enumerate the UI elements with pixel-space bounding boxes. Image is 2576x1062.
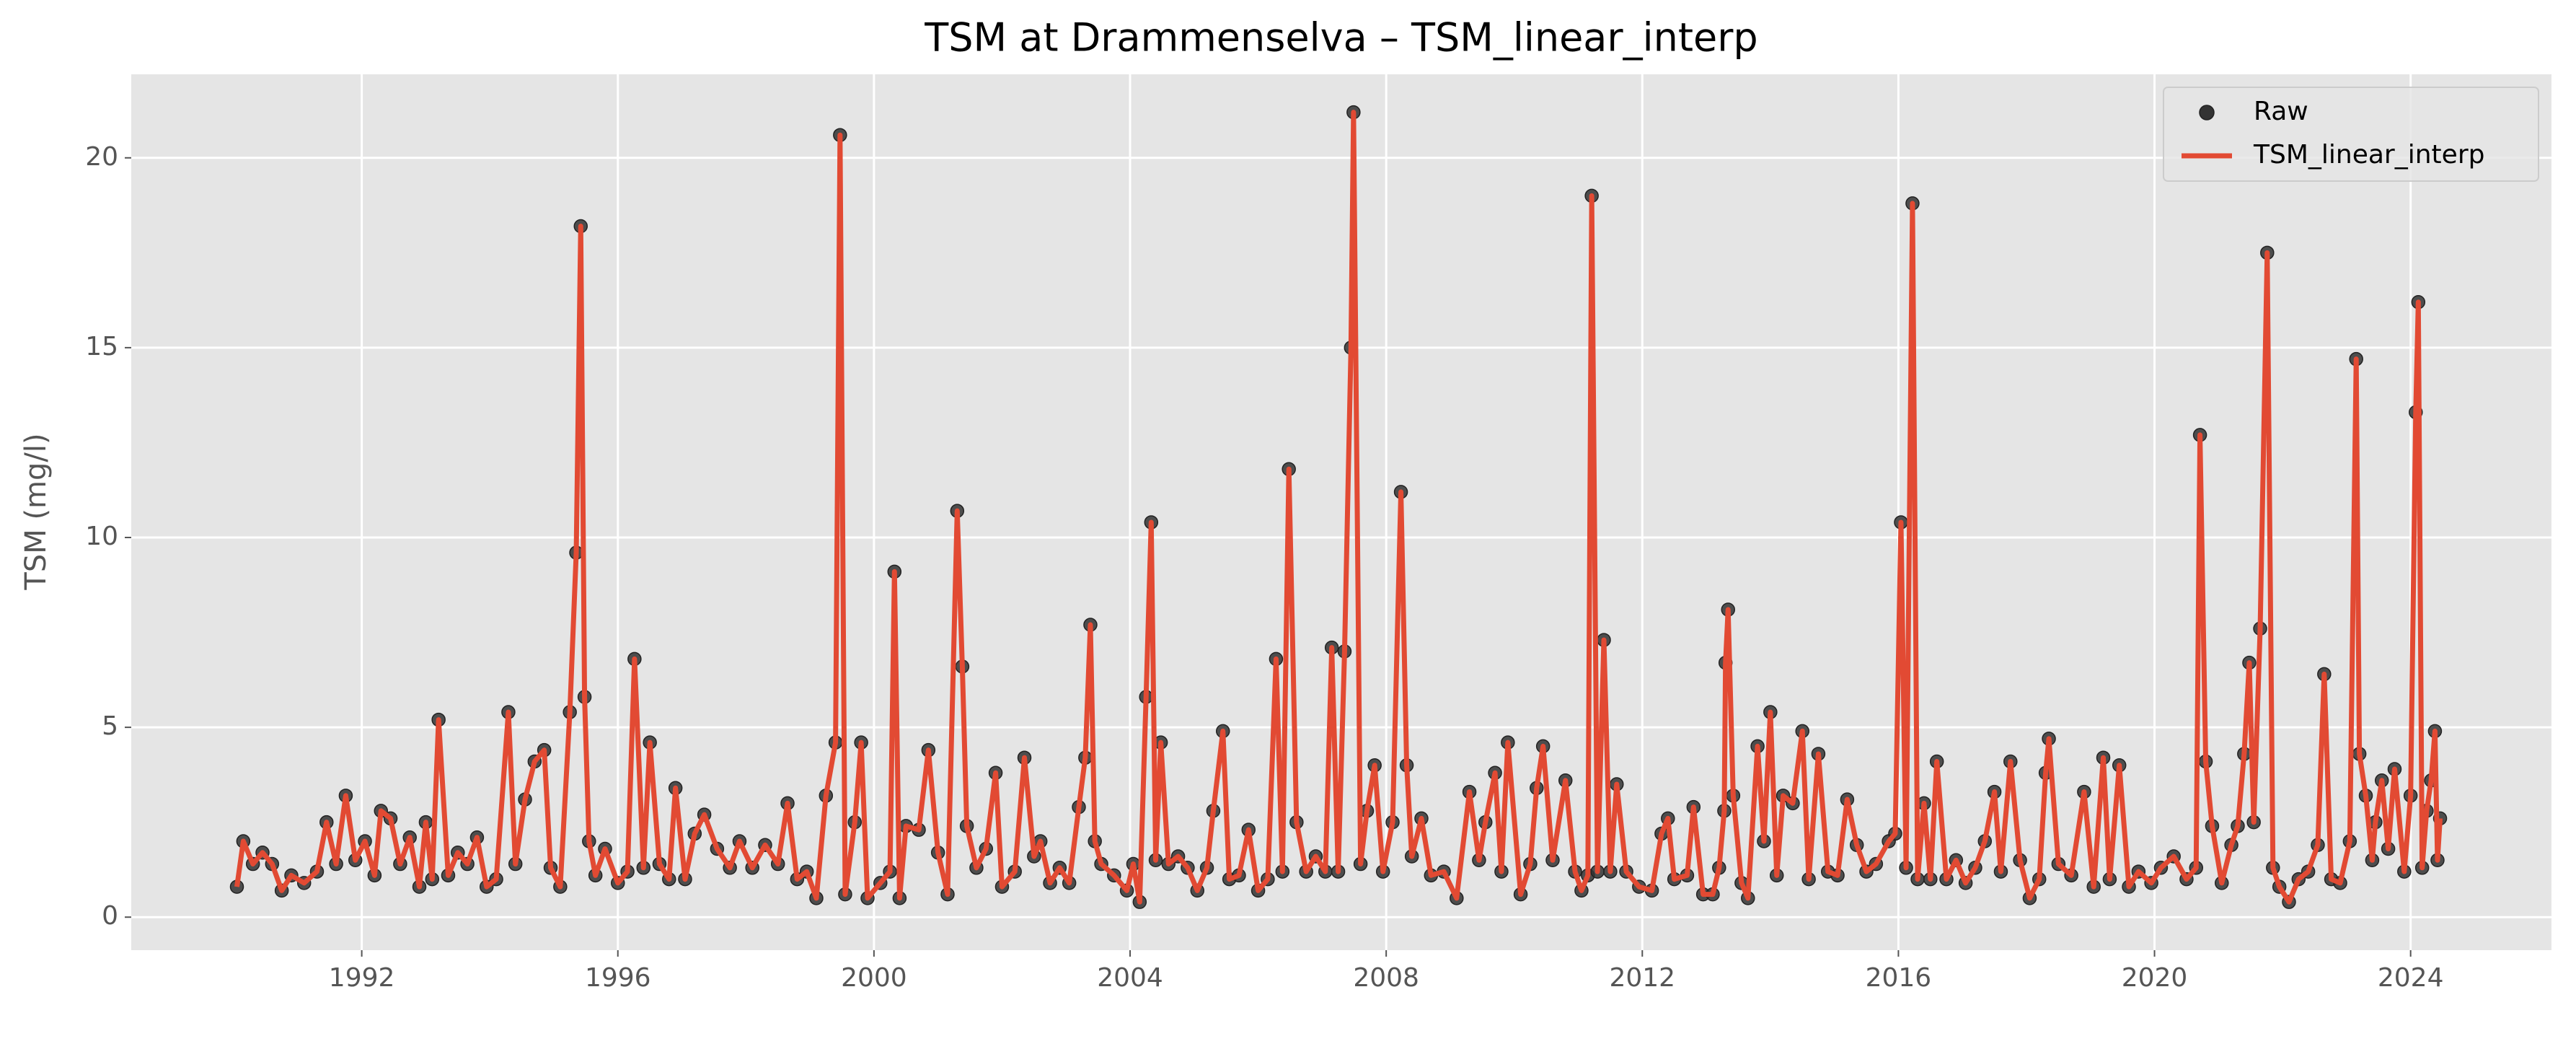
x-tick-label: 2012: [1609, 963, 1675, 993]
legend-marker: [2199, 105, 2215, 120]
x-tick-label: 2024: [2378, 963, 2444, 993]
y-tick-label: 10: [85, 522, 118, 551]
y-axis-label: TSM (mg/l): [19, 433, 53, 590]
x-tick-label: 1992: [329, 963, 395, 993]
x-tick-label: 1996: [585, 963, 651, 993]
y-tick-label: 0: [102, 901, 118, 931]
x-tick-label: 2004: [1097, 963, 1163, 993]
legend: Raw TSM_linear_interp: [2163, 87, 2539, 182]
chart-title: TSM at Drammenselva – TSM_linear_interp: [924, 15, 1757, 61]
series-line: [234, 110, 2443, 905]
x-tick-label: 2008: [1353, 963, 1419, 993]
legend-label: Raw: [2254, 97, 2308, 126]
y-tick-label: 5: [102, 711, 118, 741]
x-tick-label: 2020: [2122, 963, 2188, 993]
legend-label: TSM_linear_interp: [2253, 140, 2484, 170]
y-tick-label: 20: [85, 142, 118, 172]
x-tick-label: 2016: [1866, 963, 1932, 993]
x-tick-label: 2000: [841, 963, 907, 993]
y-tick-label: 15: [85, 332, 118, 361]
legend-box: [2163, 87, 2539, 182]
